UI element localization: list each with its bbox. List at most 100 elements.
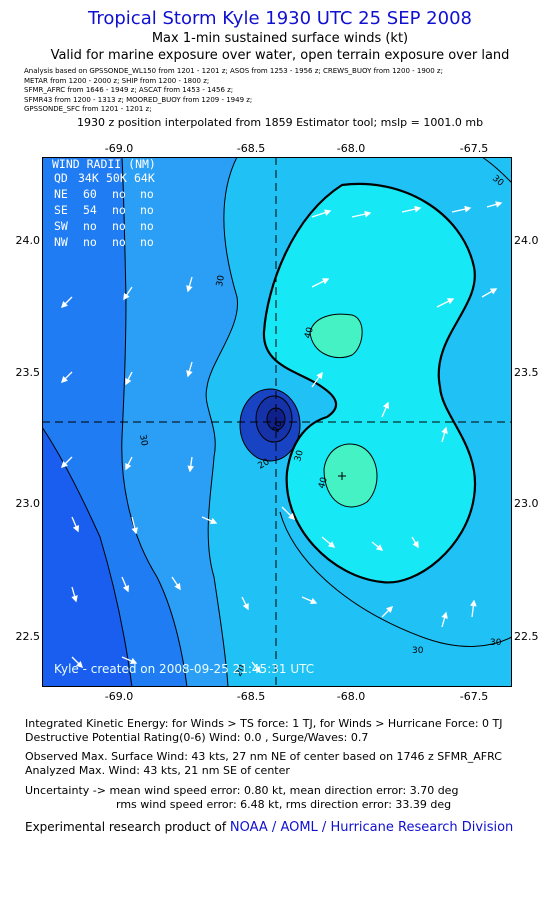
- wind-radii-value: no: [140, 235, 154, 249]
- wind-arrow-head: [186, 370, 193, 378]
- wind-vectors: [60, 201, 503, 674]
- wind-arrow-head: [209, 517, 218, 525]
- contour-label: 40: [317, 476, 330, 490]
- footer-prefix: Experimental research product of: [25, 820, 230, 834]
- hrd-link[interactable]: NOAA / AOML / Hurricane Research Divisio…: [229, 820, 514, 835]
- lon-tick-top: -67.5: [459, 142, 489, 155]
- wind-radii-quadrant: SE: [54, 203, 68, 217]
- source-line: METAR from 1200 - 2000 z; SHIP from 1200…: [24, 76, 210, 85]
- wind-arrow-head: [123, 292, 130, 301]
- contour-34kt: [262, 182, 477, 584]
- lat-tick-left: 23.5: [15, 366, 41, 379]
- contour-label: 30: [137, 434, 149, 447]
- lon-tick-bottom: -69.0: [104, 690, 134, 703]
- wind-arrow-head: [464, 205, 472, 213]
- wind-arrow-head: [489, 288, 498, 295]
- wind-radii-header: 34K: [78, 171, 99, 185]
- wind-arrow-head: [125, 377, 132, 386]
- max-wind-marker: [338, 472, 346, 480]
- lat-tick-left: 24.0: [15, 234, 41, 247]
- footer: Experimental research product of NOAA / …: [25, 820, 513, 835]
- wind-arrow-head: [60, 301, 68, 309]
- subtitle-max-winds: Max 1-min sustained surface winds (kt): [151, 31, 409, 46]
- wind-arrow-head: [187, 465, 195, 473]
- wind-arrow-head: [414, 205, 422, 213]
- dpr-line: Destructive Potential Rating(0-6) Wind: …: [25, 731, 369, 744]
- wind-radii-value: no: [112, 219, 126, 233]
- wind-arrow-head: [242, 602, 249, 611]
- contour-label: 30: [412, 646, 424, 656]
- lon-tick-bottom: -68.0: [336, 690, 366, 703]
- wind-band-gt40-south: [324, 443, 378, 507]
- analyzed-max-line: Analyzed Max. Wind: 43 kts, 21 nm SE of …: [25, 764, 290, 777]
- wind-arrow-head: [386, 605, 394, 613]
- wind-arrow-head: [288, 513, 296, 521]
- wind-arrow-head: [441, 426, 448, 434]
- wind-arrow-head: [72, 524, 80, 533]
- source-line: Analysis based on GPSSONDE_WL150 from 12…: [24, 67, 443, 75]
- lat-tick-left: 23.0: [15, 497, 41, 510]
- uncertainty-info: Uncertainty -> mean wind speed error: 0.…: [25, 784, 458, 812]
- wind-radii-title: WIND RADII (NM): [52, 157, 156, 171]
- wind-arrow-head: [495, 201, 503, 208]
- wind-analysis-map: 30 30 40 40 30 20 20 30 30 30 20 WIND RA…: [42, 157, 512, 687]
- wind-arrow-head: [125, 462, 132, 471]
- wind-radii-header: 50K: [106, 171, 127, 185]
- wind-arrow-head: [446, 298, 455, 305]
- wind-radii-value: no: [112, 187, 126, 201]
- contour-lines: [42, 157, 512, 687]
- uncertainty-line-2: rms wind speed error: 6.48 kt, rms direc…: [116, 798, 452, 811]
- wind-radii-value: no: [83, 235, 97, 249]
- wind-arrow-head: [174, 582, 181, 591]
- wind-radii-value: no: [140, 219, 154, 233]
- lat-tick-right: 22.5: [514, 630, 539, 643]
- wind-radii-value: no: [83, 219, 97, 233]
- wind-arrow-head: [309, 597, 318, 605]
- wind-arrow-head: [131, 527, 138, 535]
- contour-label: 40: [303, 326, 316, 340]
- wind-arrow-head: [71, 595, 78, 603]
- lon-tick-bottom: -68.5: [236, 690, 266, 703]
- wind-radii-value: no: [112, 203, 126, 217]
- lon-tick-top: -68.0: [336, 142, 366, 155]
- wind-arrow-head: [364, 210, 372, 218]
- wind-radii-header: QD: [54, 171, 68, 185]
- wind-arrow-head: [324, 209, 332, 216]
- wind-arrow-head: [441, 611, 448, 619]
- lat-tick-right: 23.5: [514, 366, 539, 379]
- wind-arrow-head: [327, 541, 336, 548]
- source-line: SFMR_AFRC from 1646 - 1949 z; ASCAT from…: [24, 86, 234, 95]
- wind-arrow-head: [254, 665, 261, 674]
- lat-tick-left: 22.5: [15, 630, 41, 643]
- wind-radii-quadrant: NE: [54, 187, 68, 201]
- lon-tick-top: -68.5: [236, 142, 266, 155]
- map-frame: [42, 157, 512, 687]
- subtitle-exposure: Valid for marine exposure over water, op…: [50, 48, 510, 63]
- observed-max-line: Observed Max. Surface Wind: 43 kts, 27 n…: [25, 750, 502, 763]
- source-line: GPSSONDE_SFC from 1201 - 1201 z;: [24, 105, 152, 114]
- wind-arrow-head: [470, 599, 477, 607]
- wind-arrow-head: [321, 278, 330, 285]
- wind-arrow-head: [412, 540, 419, 549]
- wind-arrow-head: [122, 584, 130, 593]
- wind-radii-value: 54: [83, 203, 97, 217]
- wind-radii-value: no: [140, 203, 154, 217]
- wind-arrow-head: [375, 544, 384, 551]
- wind-arrow-head: [60, 461, 68, 469]
- wind-band-lt10: [42, 427, 132, 687]
- contour-label: 30: [490, 638, 502, 648]
- lon-tick-bottom: -67.5: [459, 690, 489, 703]
- wind-arrow-head: [382, 401, 390, 410]
- wind-band-gt40-north: [310, 314, 363, 358]
- analysis-sources: Analysis based on GPSSONDE_WL150 from 12…: [24, 67, 544, 115]
- position-note: 1930 z position interpolated from 1859 E…: [76, 116, 484, 129]
- wind-radii-value: no: [140, 187, 154, 201]
- lat-tick-right: 23.0: [514, 497, 539, 510]
- wind-arrow-head: [186, 285, 193, 293]
- wind-band-34-40: [263, 183, 476, 583]
- observation-info: Observed Max. Surface Wind: 43 kts, 27 n…: [25, 750, 502, 778]
- creation-credit: Kyle - created on 2008-09-25 21:45:31 UT…: [54, 662, 314, 676]
- wind-radii-quadrant: NW: [54, 235, 68, 249]
- energy-info: Integrated Kinetic Energy: for Winds > T…: [25, 717, 503, 745]
- page-title: Tropical Storm Kyle 1930 UTC 25 SEP 2008: [88, 8, 472, 29]
